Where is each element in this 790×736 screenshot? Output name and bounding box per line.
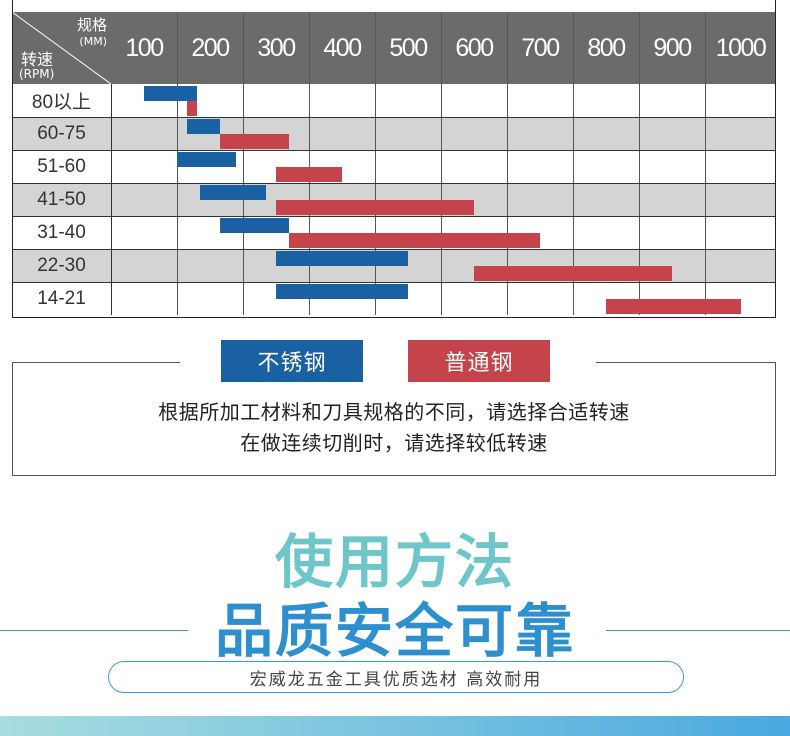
row-label: 80以上: [31, 92, 92, 113]
table-row: 80以上: [12, 84, 776, 117]
grid-vertical-line: [243, 12, 244, 315]
mm-unit-label: (MM): [79, 35, 107, 48]
carbon-speed-bar: [186, 101, 197, 116]
grid-vertical-line: [705, 12, 706, 315]
column-header: 900: [653, 33, 692, 62]
stainless-speed-bar: [186, 119, 220, 134]
row-label: 22-30: [37, 254, 86, 276]
grid-vertical-line: [507, 12, 508, 315]
stainless-steel-tag: 不锈钢: [221, 340, 363, 382]
stainless-speed-bar: [177, 152, 237, 167]
row-label: 60-75: [37, 122, 86, 144]
table-row: 14-21: [12, 282, 776, 315]
carbon-speed-bar: [276, 167, 342, 182]
stainless-speed-bar: [144, 86, 197, 101]
grid-vertical-line: [573, 12, 574, 315]
spec-label: 规格: [76, 16, 107, 34]
tagline-pill: 宏威龙五金工具优质选材 高效耐用: [108, 661, 684, 693]
carbon-speed-bar: [289, 233, 540, 248]
row-label: 41-50: [37, 188, 86, 210]
column-header: 400: [323, 33, 362, 62]
row-label: 31-40: [37, 221, 86, 243]
rpm-unit-label: (RPM): [19, 67, 55, 81]
table-row: 60-75: [12, 117, 776, 150]
stainless-speed-bar: [276, 284, 408, 299]
column-header: 600: [455, 33, 494, 62]
corner-diagonal: [12, 12, 111, 84]
headline-left-line: [0, 630, 188, 631]
stainless-speed-bar: [276, 251, 408, 266]
table-corner-cell: 规格 (MM) 转速 (RPM): [12, 12, 111, 84]
grid-horizontal-line: [12, 249, 776, 250]
column-header: 500: [389, 33, 428, 62]
grid-horizontal-line: [12, 183, 776, 184]
column-header: 1000: [715, 33, 767, 62]
carbon-speed-bar: [474, 266, 672, 281]
row-label: 51-60: [37, 155, 86, 177]
headline-quality: 品质安全可靠: [214, 597, 575, 665]
stainless-speed-bar: [219, 218, 290, 233]
note-line-2: 在做连续切削时，请选择较低转速: [240, 431, 548, 455]
column-header: 300: [257, 33, 296, 62]
row-label: 14-21: [37, 287, 86, 309]
speed-label: 转速: [21, 50, 54, 69]
legend-box-gap: [180, 358, 596, 366]
note-line-1: 根据所加工材料和刀具规格的不同，请选择合适转速: [158, 400, 630, 424]
stainless-speed-bar: [200, 185, 267, 200]
bottom-gradient-band: [0, 716, 790, 736]
grid-vertical-line: [309, 12, 310, 315]
column-header: 700: [521, 33, 560, 62]
carbon-speed-bar: [606, 299, 741, 314]
grid-vertical-line: [639, 12, 640, 315]
table-header: 规格 (MM) 转速 (RPM) 100 200 300 400 500 600 700 80…: [12, 12, 776, 84]
column-header: 100: [125, 33, 164, 62]
table-row: 31-40: [12, 216, 776, 249]
carbon-speed-bar: [276, 200, 474, 215]
grid-horizontal-line: [12, 150, 776, 151]
column-header: 800: [587, 33, 626, 62]
headline-right-line: [606, 630, 790, 631]
grid-vertical-line: [375, 12, 376, 315]
speed-table: 规格 (MM) 转速 (RPM) 100 200 300 400 500 600 700 80…: [12, 0, 776, 318]
grid-vertical-line: [111, 84, 112, 315]
headline-usage: 使用方法: [274, 528, 515, 596]
column-header: 200: [191, 33, 230, 62]
carbon-speed-bar: [219, 134, 290, 149]
grid-horizontal-line: [12, 282, 776, 283]
grid-vertical-line: [441, 12, 442, 315]
table-row: 51-60: [12, 150, 776, 183]
table-border: [12, 0, 776, 318]
grid-horizontal-line: [12, 117, 776, 118]
grid-horizontal-line: [12, 216, 776, 217]
carbon-steel-tag: 普通钢: [408, 340, 550, 382]
